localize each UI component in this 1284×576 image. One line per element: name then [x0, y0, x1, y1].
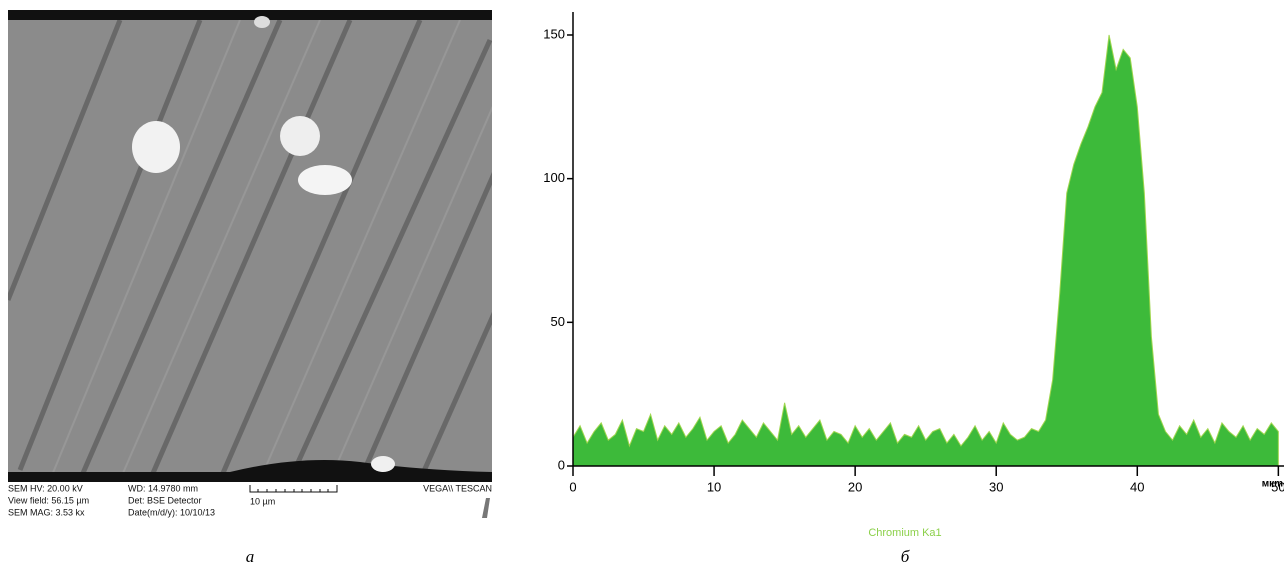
- scale-bar: [249, 485, 338, 493]
- info-text: SEM MAG: 3.53 kx: [8, 507, 85, 517]
- info-text: View field: 56.15 µm: [8, 495, 89, 505]
- area: [572, 34, 1279, 467]
- info-text: Date(m/d/y): 10/10/13: [128, 507, 215, 517]
- x-tick-label: 0: [569, 479, 576, 494]
- x-tick-label: 50: [1271, 479, 1284, 494]
- x-tick-label: 20: [848, 479, 862, 494]
- caption: а: [246, 547, 255, 566]
- x-tick-label: 30: [989, 479, 1003, 494]
- y-tick-label: 50: [551, 314, 565, 329]
- sem-image: [8, 10, 492, 482]
- caption: б: [901, 547, 910, 566]
- legend-label: Chromium Ka1: [868, 527, 941, 539]
- sem-info: SEM HV: 20.00 kV View field: 56.15 µm SE…: [8, 483, 492, 518]
- y-tick-label: 0: [558, 457, 565, 472]
- info-text: Det: BSE Detector: [128, 495, 202, 505]
- y-tick-label: 150: [543, 26, 565, 41]
- info-text: WD: 14.9780 mm: [128, 483, 198, 493]
- info-text: SEM HV: 20.00 kV: [8, 483, 83, 493]
- x-tick-label: 10: [707, 479, 721, 494]
- y-tick-label: 100: [543, 170, 565, 185]
- x-tick-label: 40: [1130, 479, 1144, 494]
- x-unit-label: мкm: [1262, 479, 1283, 490]
- brand-logo: [482, 498, 490, 518]
- brand: VEGA\\ TESCAN: [423, 483, 492, 493]
- scale-label: 10 µm: [250, 496, 275, 506]
